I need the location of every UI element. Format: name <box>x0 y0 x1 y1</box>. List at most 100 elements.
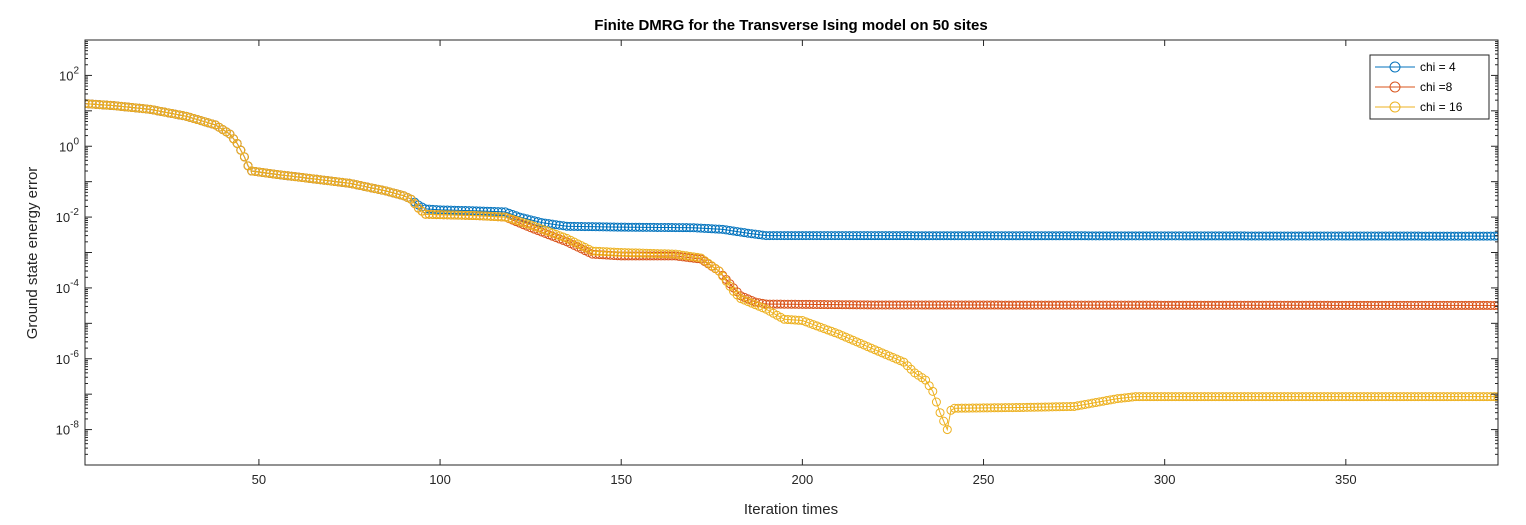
data-point <box>815 300 825 310</box>
data-point <box>87 99 97 109</box>
data-point <box>790 315 800 325</box>
data-point <box>1261 231 1271 241</box>
legend-marker <box>1389 101 1401 113</box>
data-point <box>928 300 938 310</box>
data-point <box>1294 392 1304 402</box>
data-point <box>892 300 902 310</box>
y-tick-label: 100 <box>59 136 79 154</box>
data-point <box>1370 300 1380 310</box>
data-point <box>1413 300 1423 310</box>
data-point <box>142 104 152 114</box>
data-point <box>950 231 960 241</box>
data-point <box>1196 392 1206 402</box>
data-point <box>1341 300 1351 310</box>
data-point <box>1192 392 1202 402</box>
data-point <box>1431 231 1441 241</box>
data-point <box>113 101 123 111</box>
data-point <box>805 299 815 309</box>
data-point <box>1254 300 1264 310</box>
data-point <box>1431 392 1441 402</box>
data-point <box>1044 231 1054 241</box>
data-point <box>1189 392 1199 402</box>
data-point <box>1087 231 1097 241</box>
data-point <box>1265 231 1275 241</box>
series-line <box>85 103 1498 432</box>
data-point <box>1439 392 1449 402</box>
data-point <box>305 173 315 183</box>
data-point <box>1417 392 1427 402</box>
data-point <box>982 231 992 241</box>
data-point <box>1283 392 1293 402</box>
data-point <box>783 315 793 325</box>
data-point <box>1493 392 1498 402</box>
data-point <box>1181 231 1191 241</box>
data-point <box>1312 231 1322 241</box>
data-point <box>1098 231 1108 241</box>
data-point <box>783 231 793 241</box>
data-point <box>935 408 945 418</box>
data-point <box>913 231 923 241</box>
data-point <box>294 172 304 182</box>
data-point <box>1457 300 1467 310</box>
data-point <box>1123 392 1133 402</box>
data-point <box>145 104 155 114</box>
data-point <box>457 210 467 220</box>
data-point <box>939 231 949 241</box>
data-point <box>652 222 662 232</box>
data-point <box>584 222 594 232</box>
data-point <box>1352 231 1362 241</box>
data-point <box>931 300 941 310</box>
data-point <box>1428 300 1438 310</box>
x-tick-label: 350 <box>1335 472 1357 487</box>
data-point <box>1435 392 1445 402</box>
data-point <box>156 106 166 116</box>
data-point <box>431 210 441 220</box>
data-point <box>91 99 101 109</box>
data-point <box>1489 231 1498 241</box>
data-point <box>1149 392 1159 402</box>
data-point <box>841 231 851 241</box>
data-point <box>160 107 170 117</box>
data-point <box>707 224 717 234</box>
data-point <box>1392 231 1402 241</box>
data-point <box>830 300 840 310</box>
data-point <box>301 173 311 183</box>
data-point <box>1479 300 1489 310</box>
data-point <box>1352 392 1362 402</box>
data-point <box>1384 300 1394 310</box>
data-point <box>1069 300 1079 310</box>
data-point <box>1388 231 1398 241</box>
data-point <box>964 231 974 241</box>
data-point <box>1232 231 1242 241</box>
data-point <box>1377 392 1387 402</box>
data-point <box>982 300 992 310</box>
data-point <box>1319 300 1329 310</box>
data-point <box>1229 392 1239 402</box>
data-point <box>971 403 981 413</box>
data-point <box>1203 231 1213 241</box>
data-point <box>1471 231 1481 241</box>
data-point <box>1033 231 1043 241</box>
data-point <box>892 231 902 241</box>
data-point <box>613 247 623 257</box>
data-point <box>1167 231 1177 241</box>
data-point <box>685 223 695 233</box>
data-point <box>953 403 963 413</box>
data-point <box>366 183 376 193</box>
data-point <box>1366 392 1376 402</box>
data-point <box>747 229 757 239</box>
data-point <box>1225 392 1235 402</box>
data-point <box>866 231 876 241</box>
data-point <box>1055 231 1065 241</box>
data-point <box>1178 300 1188 310</box>
data-point <box>1330 300 1340 310</box>
data-point <box>1069 401 1079 411</box>
data-point <box>373 184 383 194</box>
data-point <box>1062 300 1072 310</box>
data-point <box>1392 392 1402 402</box>
data-point <box>247 166 257 176</box>
data-point <box>85 99 90 109</box>
data-point <box>439 210 449 220</box>
data-point <box>656 249 666 259</box>
data-point <box>85 99 94 109</box>
